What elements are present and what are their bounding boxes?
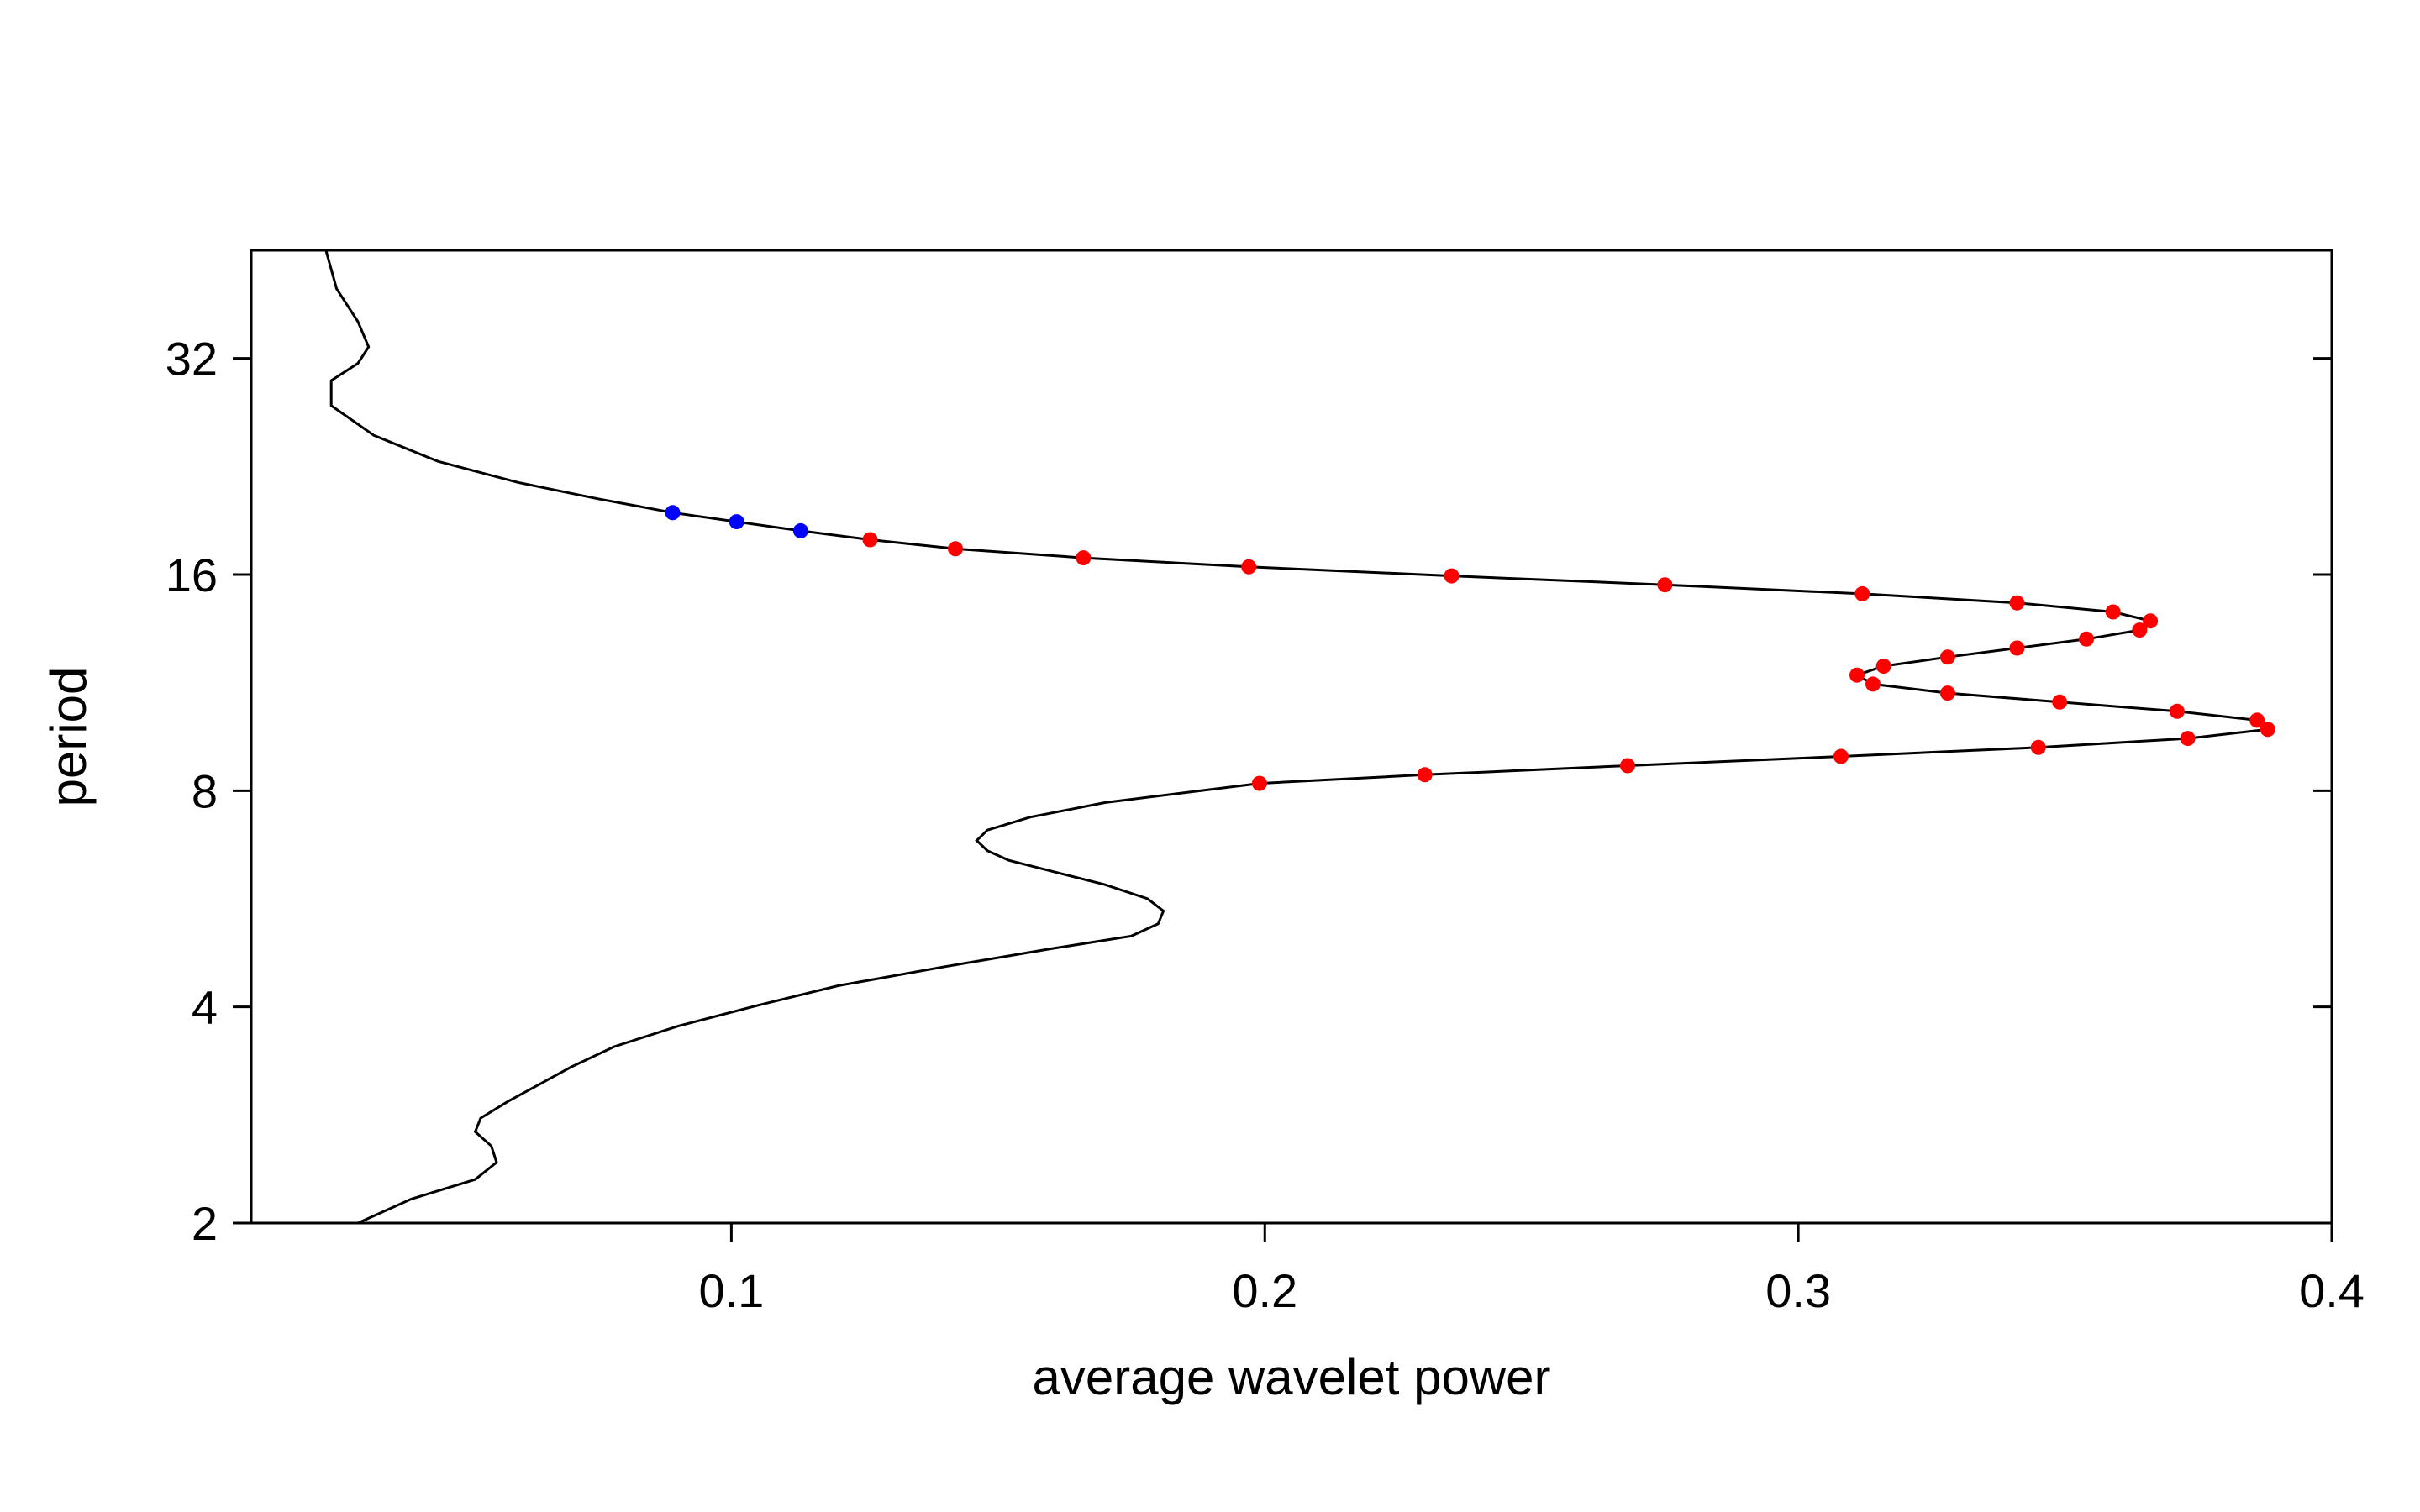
- red-point: [1251, 775, 1267, 791]
- x-tick-label: 0.3: [1765, 1264, 1831, 1317]
- blue-point: [792, 522, 808, 538]
- y-tick-label: 2: [192, 1197, 218, 1250]
- y-tick-label: 4: [192, 981, 218, 1034]
- red-point: [1620, 758, 1635, 774]
- red-point: [2009, 640, 2025, 656]
- red-point: [1849, 667, 1865, 683]
- red-point: [1854, 585, 1870, 601]
- red-point: [1833, 748, 1849, 764]
- red-point: [1444, 568, 1460, 584]
- red-point: [1657, 577, 1673, 593]
- red-point: [1865, 676, 1881, 692]
- red-point: [1939, 649, 1955, 665]
- red-point: [2143, 613, 2159, 629]
- blue-point: [729, 514, 744, 530]
- red-point: [1876, 659, 1891, 674]
- red-point: [2260, 722, 2275, 738]
- y-axis-title: period: [40, 667, 97, 807]
- red-point: [2249, 712, 2265, 728]
- red-point: [2009, 595, 2025, 611]
- x-tick-label: 0.2: [1232, 1264, 1297, 1317]
- red-point: [1076, 550, 1092, 566]
- red-point: [1241, 559, 1257, 575]
- y-tick-label: 8: [192, 764, 218, 817]
- red-point: [2132, 622, 2148, 638]
- average-power-line: [324, 249, 2271, 1225]
- red-point: [2030, 739, 2046, 755]
- red-point: [862, 532, 878, 548]
- red-point: [1939, 685, 1955, 701]
- red-point: [2079, 631, 2094, 647]
- x-tick-label: 0.4: [2299, 1264, 2365, 1317]
- red-point: [948, 541, 963, 557]
- significance-points: [665, 505, 2275, 791]
- red-point: [1417, 767, 1433, 783]
- blue-point: [665, 505, 681, 521]
- red-point: [2105, 604, 2121, 620]
- y-tick-label: 16: [166, 549, 218, 601]
- x-axis-title: average wavelet power: [1032, 1349, 1550, 1405]
- red-point: [2052, 694, 2068, 710]
- y-axis: 2 4 8 16 32: [166, 333, 2332, 1250]
- x-tick-label: 0.1: [698, 1264, 764, 1317]
- red-point: [2169, 703, 2185, 719]
- x-axis: 0.1 0.2 0.3 0.4: [698, 1223, 2365, 1317]
- red-point: [2180, 731, 2196, 747]
- y-tick-label: 32: [166, 333, 218, 386]
- plot-frame: [250, 249, 2333, 1225]
